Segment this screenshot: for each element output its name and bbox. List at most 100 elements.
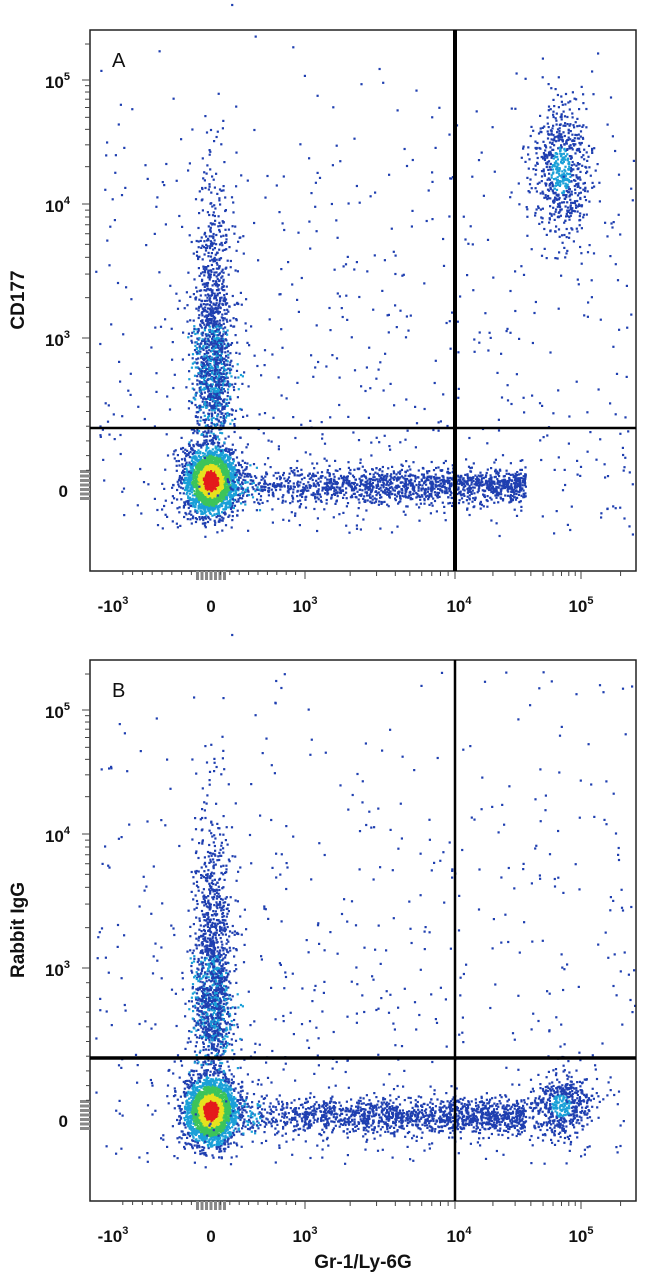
event-dot [230, 359, 233, 362]
event-dot [197, 357, 200, 360]
event-dot [437, 480, 440, 483]
event-dot [466, 479, 469, 483]
event-dot [215, 356, 218, 359]
event-dot [176, 454, 179, 457]
event-dot [490, 490, 493, 494]
event-dot [199, 323, 202, 326]
event-dot [226, 478, 229, 481]
event-dot [209, 479, 212, 482]
event-dot [210, 470, 213, 473]
event-dot [234, 490, 237, 493]
event-dot [196, 484, 199, 487]
event-dot [195, 465, 198, 468]
event-dot [211, 454, 214, 457]
event-dot [226, 463, 230, 466]
event-dot [204, 283, 207, 286]
event-dot [218, 410, 221, 413]
event-dot [281, 501, 284, 504]
event-dot [234, 269, 237, 272]
event-dot [210, 313, 213, 316]
event-dot [213, 282, 216, 286]
event-dot [383, 500, 386, 503]
event-dot [235, 456, 239, 459]
event-dot [225, 248, 228, 251]
event-dot [199, 404, 202, 407]
event-dot [196, 352, 199, 355]
event-dot [228, 477, 231, 480]
event-dot [227, 475, 230, 478]
event-dot [216, 490, 220, 493]
event-dot [482, 505, 485, 508]
event-dot [216, 448, 219, 451]
event-dot [316, 471, 319, 474]
event-dot [420, 494, 423, 497]
event-dot [225, 372, 228, 375]
event-dot [192, 319, 195, 322]
event-dot [213, 378, 216, 381]
event-dot [216, 514, 219, 518]
event-dot [189, 474, 192, 477]
event-dot [195, 358, 198, 361]
event-dot [227, 367, 230, 370]
event-dot [213, 259, 217, 262]
event-dot [342, 483, 345, 486]
event-dot [212, 506, 215, 509]
event-dot [429, 476, 432, 479]
event-dot [398, 472, 402, 475]
event-dot [499, 481, 502, 484]
event-dot [181, 487, 184, 490]
event-dot [190, 488, 193, 491]
event-dot [218, 350, 221, 353]
event-dot [293, 472, 296, 475]
event-dot [508, 501, 511, 504]
event-dot [279, 478, 282, 481]
event-dot [182, 474, 185, 477]
event-dot [223, 461, 226, 464]
event-dot [225, 479, 228, 482]
event-dot [226, 479, 230, 482]
event-dot [200, 517, 204, 520]
event-dot [235, 318, 238, 321]
event-dot [221, 511, 224, 514]
event-dot [224, 228, 227, 231]
event-dot [210, 415, 213, 418]
event-dot [203, 233, 206, 236]
event-dot [229, 319, 232, 322]
event-dot [216, 307, 219, 310]
event-dot [203, 358, 206, 361]
event-dot [212, 453, 215, 456]
event-dot [221, 345, 224, 348]
event-dot [366, 494, 369, 497]
event-dot [206, 246, 209, 249]
event-dot [207, 255, 210, 258]
event-dot [200, 363, 203, 366]
event-dot [161, 482, 164, 485]
event-dot [225, 318, 228, 321]
event-dot [229, 384, 232, 387]
event-dot [389, 474, 392, 478]
event-dot [230, 485, 233, 488]
event-dot [225, 496, 228, 499]
event-dot [219, 467, 222, 470]
event-dot [216, 192, 219, 195]
event-dot [200, 462, 203, 465]
event-dot [336, 495, 339, 498]
event-dot [213, 242, 216, 245]
event-dot [231, 443, 234, 446]
event-dot [186, 449, 189, 452]
event-dot [195, 482, 198, 485]
event-dot [183, 457, 186, 460]
event-dot [215, 252, 219, 255]
event-dot [206, 164, 209, 167]
event-dot [223, 380, 226, 383]
event-dot [188, 478, 191, 481]
event-dot [200, 491, 203, 495]
event-dot [519, 472, 522, 475]
event-dot [204, 493, 208, 496]
event-dot [201, 466, 204, 469]
event-dot [213, 463, 216, 466]
event-dot [220, 456, 223, 459]
event-dot [200, 396, 203, 399]
event-dot [364, 470, 368, 473]
event-dot [213, 323, 216, 326]
